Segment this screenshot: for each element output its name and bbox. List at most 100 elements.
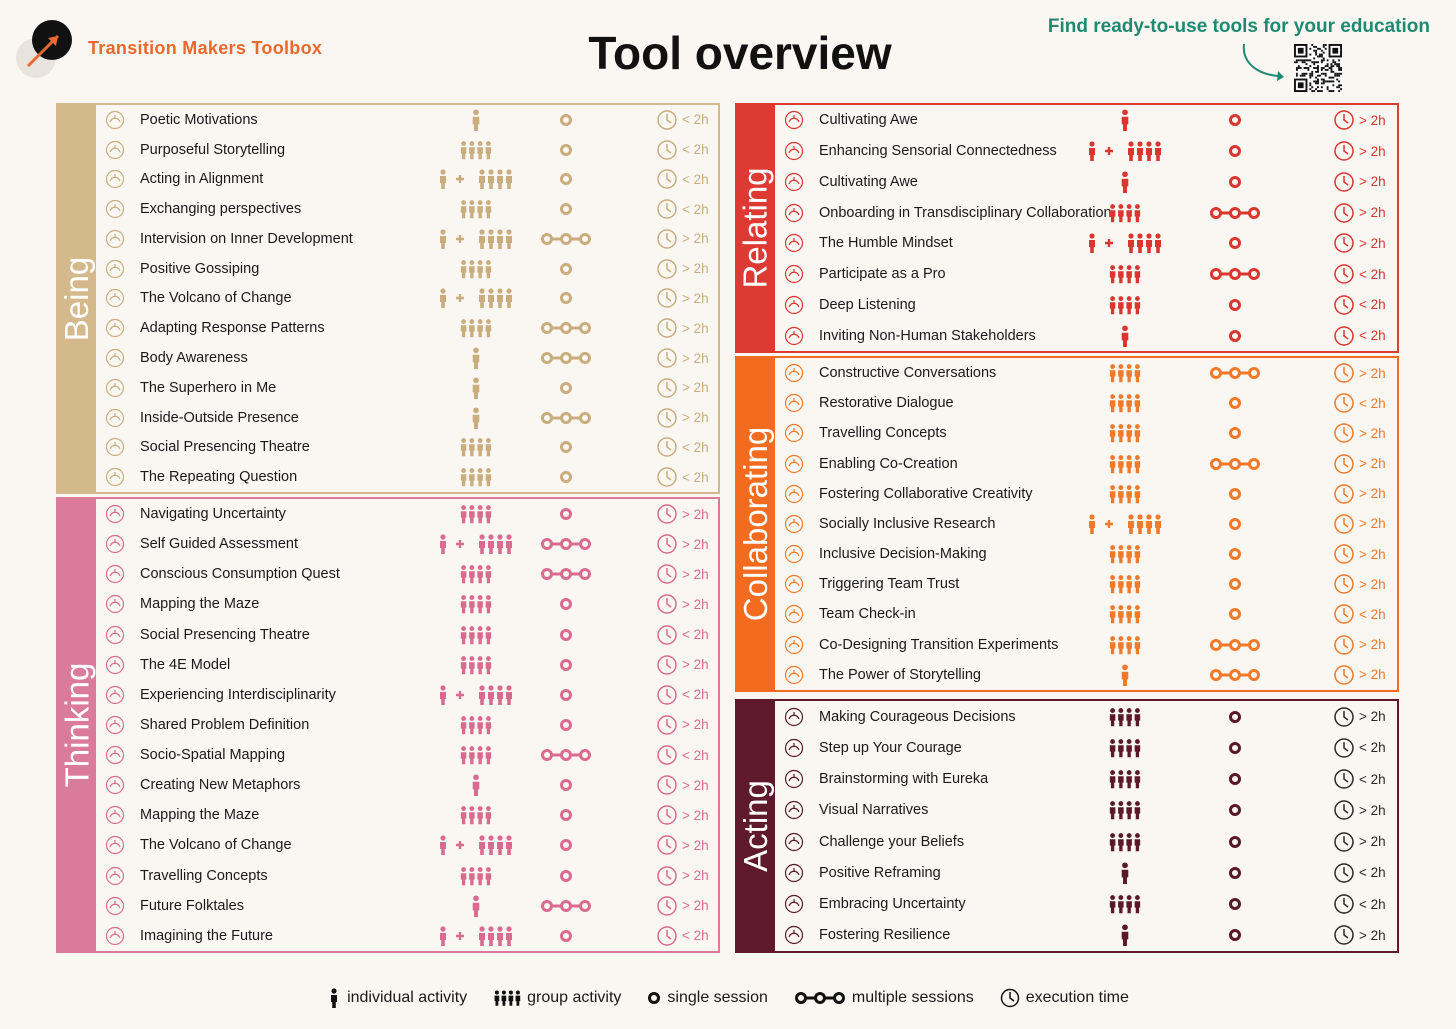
tool-name[interactable]: Challenge your Beliefs (819, 833, 965, 850)
tool-name[interactable]: Cultivating Awe (819, 112, 918, 129)
tool-name[interactable]: Brainstorming with Eureka (819, 771, 989, 788)
tool-row[interactable]: Poetic Motivations < 2h (96, 105, 718, 135)
tool-row[interactable]: The Repeating Question < 2h (96, 462, 718, 492)
tool-name[interactable]: Poetic Motivations (140, 111, 258, 128)
tool-row[interactable]: Socially Inclusive Research > 2h (775, 509, 1397, 539)
tool-row[interactable]: Embracing Uncertainty < 2h (775, 889, 1397, 919)
tool-row[interactable]: Positive Reframing < 2h (775, 858, 1397, 888)
tool-name[interactable]: Purposeful Storytelling (140, 141, 286, 158)
tool-name[interactable]: Participate as a Pro (819, 266, 946, 283)
tool-row[interactable]: Onboarding in Transdisciplinary Collabor… (775, 198, 1397, 228)
tool-row[interactable]: Mapping the Maze > 2h (96, 800, 718, 830)
tool-name[interactable]: Fostering Collaborative Creativity (819, 485, 1033, 502)
tool-row[interactable]: Participate as a Pro < 2h (775, 259, 1397, 289)
tool-name[interactable]: Exchanging perspectives (140, 201, 302, 218)
tool-row[interactable]: Purposeful Storytelling < 2h (96, 135, 718, 165)
tool-name[interactable]: The 4E Model (140, 656, 231, 673)
tool-name[interactable]: Enabling Co-Creation (819, 455, 958, 472)
tool-name[interactable]: Mapping the Maze (140, 807, 260, 824)
tool-row[interactable]: Co-Designing Transition Experiments > 2h (775, 630, 1397, 660)
tool-row[interactable]: Social Presencing Theatre < 2h (96, 432, 718, 462)
tool-name[interactable]: Imagining the Future (140, 927, 273, 944)
tool-row[interactable]: Adapting Response Patterns > 2h (96, 313, 718, 343)
tool-name[interactable]: Self Guided Assessment (140, 536, 298, 553)
tool-row[interactable]: Cultivating Awe > 2h (775, 105, 1397, 135)
tool-name[interactable]: Inclusive Decision-Making (819, 546, 987, 563)
tool-name[interactable]: Body Awareness (140, 350, 248, 366)
tool-name[interactable]: Onboarding in Transdisciplinary Collabor… (819, 204, 1112, 221)
tool-row[interactable]: Body Awareness > 2h (96, 343, 718, 373)
tool-row[interactable]: The Superhero in Me > 2h (96, 373, 718, 403)
tool-name[interactable]: The Power of Storytelling (819, 666, 981, 683)
tool-name[interactable]: Inside-Outside Presence (140, 409, 299, 426)
tool-row[interactable]: Future Folktales > 2h (96, 891, 718, 921)
tool-name[interactable]: Creating New Metaphors (140, 777, 301, 794)
tool-name[interactable]: Step up Your Courage (819, 739, 962, 756)
tool-row[interactable]: Creating New Metaphors > 2h (96, 770, 718, 800)
tool-row[interactable]: The Humble Mindset > 2h (775, 228, 1397, 258)
tool-row[interactable]: Positive Gossiping > 2h (96, 254, 718, 284)
tool-row[interactable]: Brainstorming with Eureka < 2h (775, 764, 1397, 794)
tool-name[interactable]: Experiencing Interdisciplinarity (140, 686, 336, 703)
tool-name[interactable]: Socially Inclusive Research (819, 515, 996, 532)
tool-name[interactable]: Navigating Uncertainty (140, 506, 286, 523)
tool-row[interactable]: Self Guided Assessment > 2h (96, 529, 718, 559)
tool-row[interactable]: Travelling Concepts > 2h (96, 861, 718, 891)
tool-name[interactable]: Constructive Conversations (819, 365, 997, 382)
tool-row[interactable]: Socio-Spatial Mapping < 2h (96, 740, 718, 770)
tool-name[interactable]: Inviting Non-Human Stakeholders (819, 327, 1036, 344)
tool-row[interactable]: Fostering Collaborative Creativity > 2h (775, 479, 1397, 509)
tool-row[interactable]: Cultivating Awe > 2h (775, 167, 1397, 197)
tool-name[interactable]: Socio-Spatial Mapping (140, 747, 286, 764)
tool-row[interactable]: Acting in Alignment < 2h (96, 165, 718, 195)
tool-name[interactable]: Co-Designing Transition Experiments (819, 636, 1059, 653)
tool-row[interactable]: The Volcano of Change > 2h (96, 830, 718, 860)
tool-name[interactable]: Enhancing Sensorial Connectedness (819, 143, 1057, 160)
tool-name[interactable]: Future Folktales (140, 897, 244, 914)
tool-row[interactable]: The 4E Model > 2h (96, 650, 718, 680)
tool-row[interactable]: Step up Your Courage < 2h (775, 733, 1397, 763)
tool-name[interactable]: Mapping the Maze (140, 596, 260, 613)
tool-name[interactable]: Travelling Concepts (819, 425, 947, 442)
tool-name[interactable]: Positive Reframing (819, 864, 941, 881)
tool-row[interactable]: Social Presencing Theatre < 2h (96, 620, 718, 650)
tool-name[interactable]: Restorative Dialogue (819, 395, 954, 412)
tool-row[interactable]: Inside-Outside Presence > 2h (96, 403, 718, 433)
tool-row[interactable]: Triggering Team Trust > 2h (775, 569, 1397, 599)
tool-row[interactable]: Deep Listening < 2h (775, 290, 1397, 320)
tool-name[interactable]: The Humble Mindset (819, 235, 953, 252)
tool-name[interactable]: Shared Problem Definition (140, 716, 310, 733)
tool-row[interactable]: Inviting Non-Human Stakeholders < 2h (775, 321, 1397, 351)
tool-name[interactable]: Intervision on Inner Development (140, 230, 353, 247)
tool-name[interactable]: Triggering Team Trust (819, 576, 960, 593)
tool-row[interactable]: Intervision on Inner Development > 2h (96, 224, 718, 254)
tool-name[interactable]: Acting in Alignment (140, 171, 264, 188)
tool-row[interactable]: Making Courageous Decisions > 2h (775, 702, 1397, 732)
tool-row[interactable]: Imagining the Future < 2h (96, 921, 718, 951)
tool-name[interactable]: Social Presencing Theatre (140, 626, 310, 643)
tool-row[interactable]: Shared Problem Definition > 2h (96, 710, 718, 740)
tool-name[interactable]: Deep Listening (819, 296, 916, 313)
tool-row[interactable]: Team Check-in < 2h (775, 599, 1397, 629)
tool-row[interactable]: The Volcano of Change > 2h (96, 284, 718, 314)
tool-row[interactable]: Conscious Consumption Quest > 2h (96, 559, 718, 589)
tool-row[interactable]: Challenge your Beliefs > 2h (775, 827, 1397, 857)
tool-name[interactable]: Conscious Consumption Quest (140, 566, 340, 583)
tool-name[interactable]: Travelling Concepts (140, 867, 268, 884)
tool-name[interactable]: Visual Narratives (819, 802, 929, 819)
qr-code-icon[interactable] (1294, 44, 1342, 92)
tool-row[interactable]: Restorative Dialogue < 2h (775, 388, 1397, 418)
tool-name[interactable]: The Repeating Question (140, 469, 298, 486)
tool-row[interactable]: Inclusive Decision-Making > 2h (775, 539, 1397, 569)
tool-row[interactable]: The Power of Storytelling > 2h (775, 660, 1397, 690)
tool-name[interactable]: Adapting Response Patterns (140, 320, 325, 337)
tool-row[interactable]: Fostering Resilience > 2h (775, 920, 1397, 950)
tool-name[interactable]: Team Check-in (819, 606, 916, 623)
tool-name[interactable]: The Volcano of Change (140, 837, 292, 854)
tool-name[interactable]: Fostering Resilience (819, 927, 951, 944)
tool-name[interactable]: Positive Gossiping (140, 260, 260, 277)
tool-row[interactable]: Exchanging perspectives < 2h (96, 194, 718, 224)
tool-row[interactable]: Travelling Concepts > 2h (775, 418, 1397, 448)
tool-row[interactable]: Mapping the Maze > 2h (96, 589, 718, 619)
tool-name[interactable]: Cultivating Awe (819, 173, 918, 190)
